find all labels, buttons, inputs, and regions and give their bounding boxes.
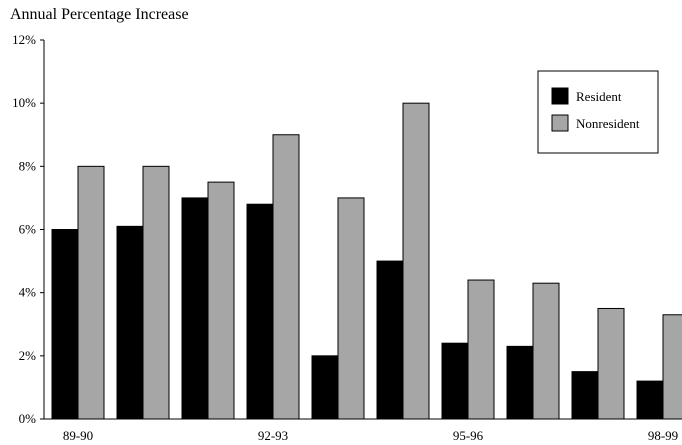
bar-nonresident-89-90 <box>78 166 104 419</box>
y-tick-label: 4% <box>19 285 37 300</box>
bar-resident-92-93 <box>247 204 273 419</box>
y-tick-label: 6% <box>19 222 37 237</box>
bar-nonresident-96-97 <box>533 283 559 419</box>
bar-nonresident-94-95 <box>403 103 429 419</box>
bar-resident-97-98 <box>572 372 598 419</box>
bar-resident-95-96 <box>442 343 468 419</box>
bar-resident-90-91 <box>117 226 143 419</box>
legend-swatch-resident <box>552 88 568 104</box>
y-tick-label: 10% <box>12 95 36 110</box>
bar-resident-98-99 <box>637 381 663 419</box>
bar-nonresident-92-93 <box>273 135 299 419</box>
legend-label-resident: Resident <box>576 89 622 104</box>
x-tick-label: 98-99 <box>648 428 678 443</box>
bar-nonresident-93-94 <box>338 198 364 419</box>
y-tick-label: 2% <box>19 348 37 363</box>
bar-resident-93-94 <box>312 356 338 419</box>
bar-resident-96-97 <box>507 346 533 419</box>
y-tick-label: 12% <box>12 32 36 47</box>
bar-resident-94-95 <box>377 261 403 419</box>
y-tick-label: 8% <box>19 158 37 173</box>
legend-swatch-nonresident <box>552 115 568 131</box>
legend-box <box>538 71 658 153</box>
x-tick-label: 89-90 <box>63 428 93 443</box>
bar-resident-91-92 <box>182 198 208 419</box>
bar-nonresident-97-98 <box>598 308 624 419</box>
bar-nonresident-98-99 <box>663 315 682 419</box>
bar-nonresident-95-96 <box>468 280 494 419</box>
bar-nonresident-90-91 <box>143 166 169 419</box>
legend-label-nonresident: Nonresident <box>576 116 640 131</box>
bar-nonresident-91-92 <box>208 182 234 419</box>
bar-resident-89-90 <box>52 230 78 420</box>
x-tick-label: 95-96 <box>453 428 484 443</box>
x-tick-label: 92-93 <box>258 428 288 443</box>
y-tick-label: 0% <box>19 411 37 426</box>
